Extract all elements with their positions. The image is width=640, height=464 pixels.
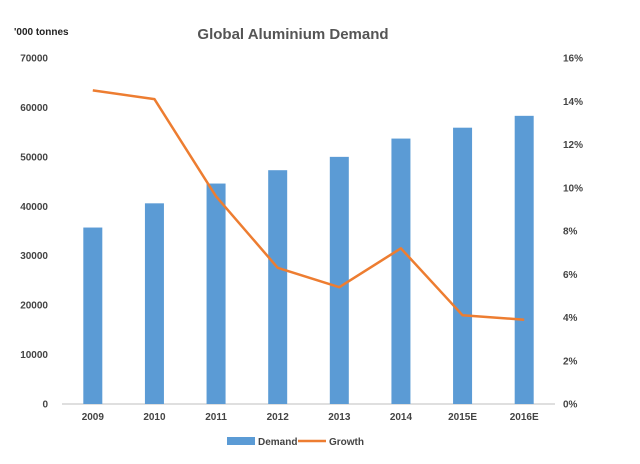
left-axis-ticks: 0 10000 20000 30000 40000 50000 60000 70000 xyxy=(20,54,48,411)
x-tick-label: 2015E xyxy=(448,412,477,423)
legend-label-growth: Growth xyxy=(329,437,364,448)
y2-tick-label: 12% xyxy=(563,140,583,151)
y2-tick-label: 2% xyxy=(563,356,578,367)
legend: Demand Growth xyxy=(227,437,364,448)
legend-label-demand: Demand xyxy=(258,437,297,448)
y-tick-label: 60000 xyxy=(20,103,48,114)
y-tick-label: 50000 xyxy=(20,152,48,163)
y-tick-label: 30000 xyxy=(20,251,48,262)
y2-tick-label: 10% xyxy=(563,183,583,194)
legend-swatch-demand xyxy=(227,437,255,445)
bar-demand xyxy=(329,156,349,404)
y-tick-label: 20000 xyxy=(20,301,48,312)
y-axis-unit-label: '000 tonnes xyxy=(14,27,69,38)
y2-tick-label: 14% xyxy=(563,97,583,108)
y2-tick-label: 6% xyxy=(563,270,578,281)
chart-title: Global Aluminium Demand xyxy=(197,26,388,43)
x-tick-label: 2014 xyxy=(390,412,413,423)
y-tick-label: 70000 xyxy=(20,54,48,65)
demand-bars xyxy=(83,115,534,405)
y-tick-label: 10000 xyxy=(20,350,48,361)
x-tick-label: 2012 xyxy=(267,412,290,423)
growth-line xyxy=(92,89,525,321)
x-tick-label: 2013 xyxy=(328,412,351,423)
x-tick-label: 2011 xyxy=(205,412,227,423)
y2-tick-label: 16% xyxy=(563,54,583,65)
x-tick-label: 2009 xyxy=(82,412,105,423)
bar-demand xyxy=(514,115,534,405)
y-tick-label: 40000 xyxy=(20,202,48,213)
y2-tick-label: 8% xyxy=(563,227,578,238)
right-axis-ticks: 0% 2% 4% 6% 8% 10% 12% 14% 16% xyxy=(563,54,583,411)
y2-tick-label: 4% xyxy=(563,313,578,324)
x-tick-label: 2016E xyxy=(510,412,539,423)
y2-tick-label: 0% xyxy=(563,400,578,411)
bar-demand xyxy=(391,138,411,404)
x-tick-label: 2010 xyxy=(143,412,166,423)
bar-demand xyxy=(453,127,473,405)
bar-demand xyxy=(206,183,226,404)
bar-demand xyxy=(144,203,164,404)
x-axis-ticks: 2009 2010 2011 2012 2013 2014 2015E 2016E xyxy=(82,412,539,423)
bar-demand xyxy=(83,227,103,404)
bar-demand xyxy=(268,170,288,404)
y-tick-label: 0 xyxy=(42,400,48,411)
growth-line-group xyxy=(92,89,525,321)
